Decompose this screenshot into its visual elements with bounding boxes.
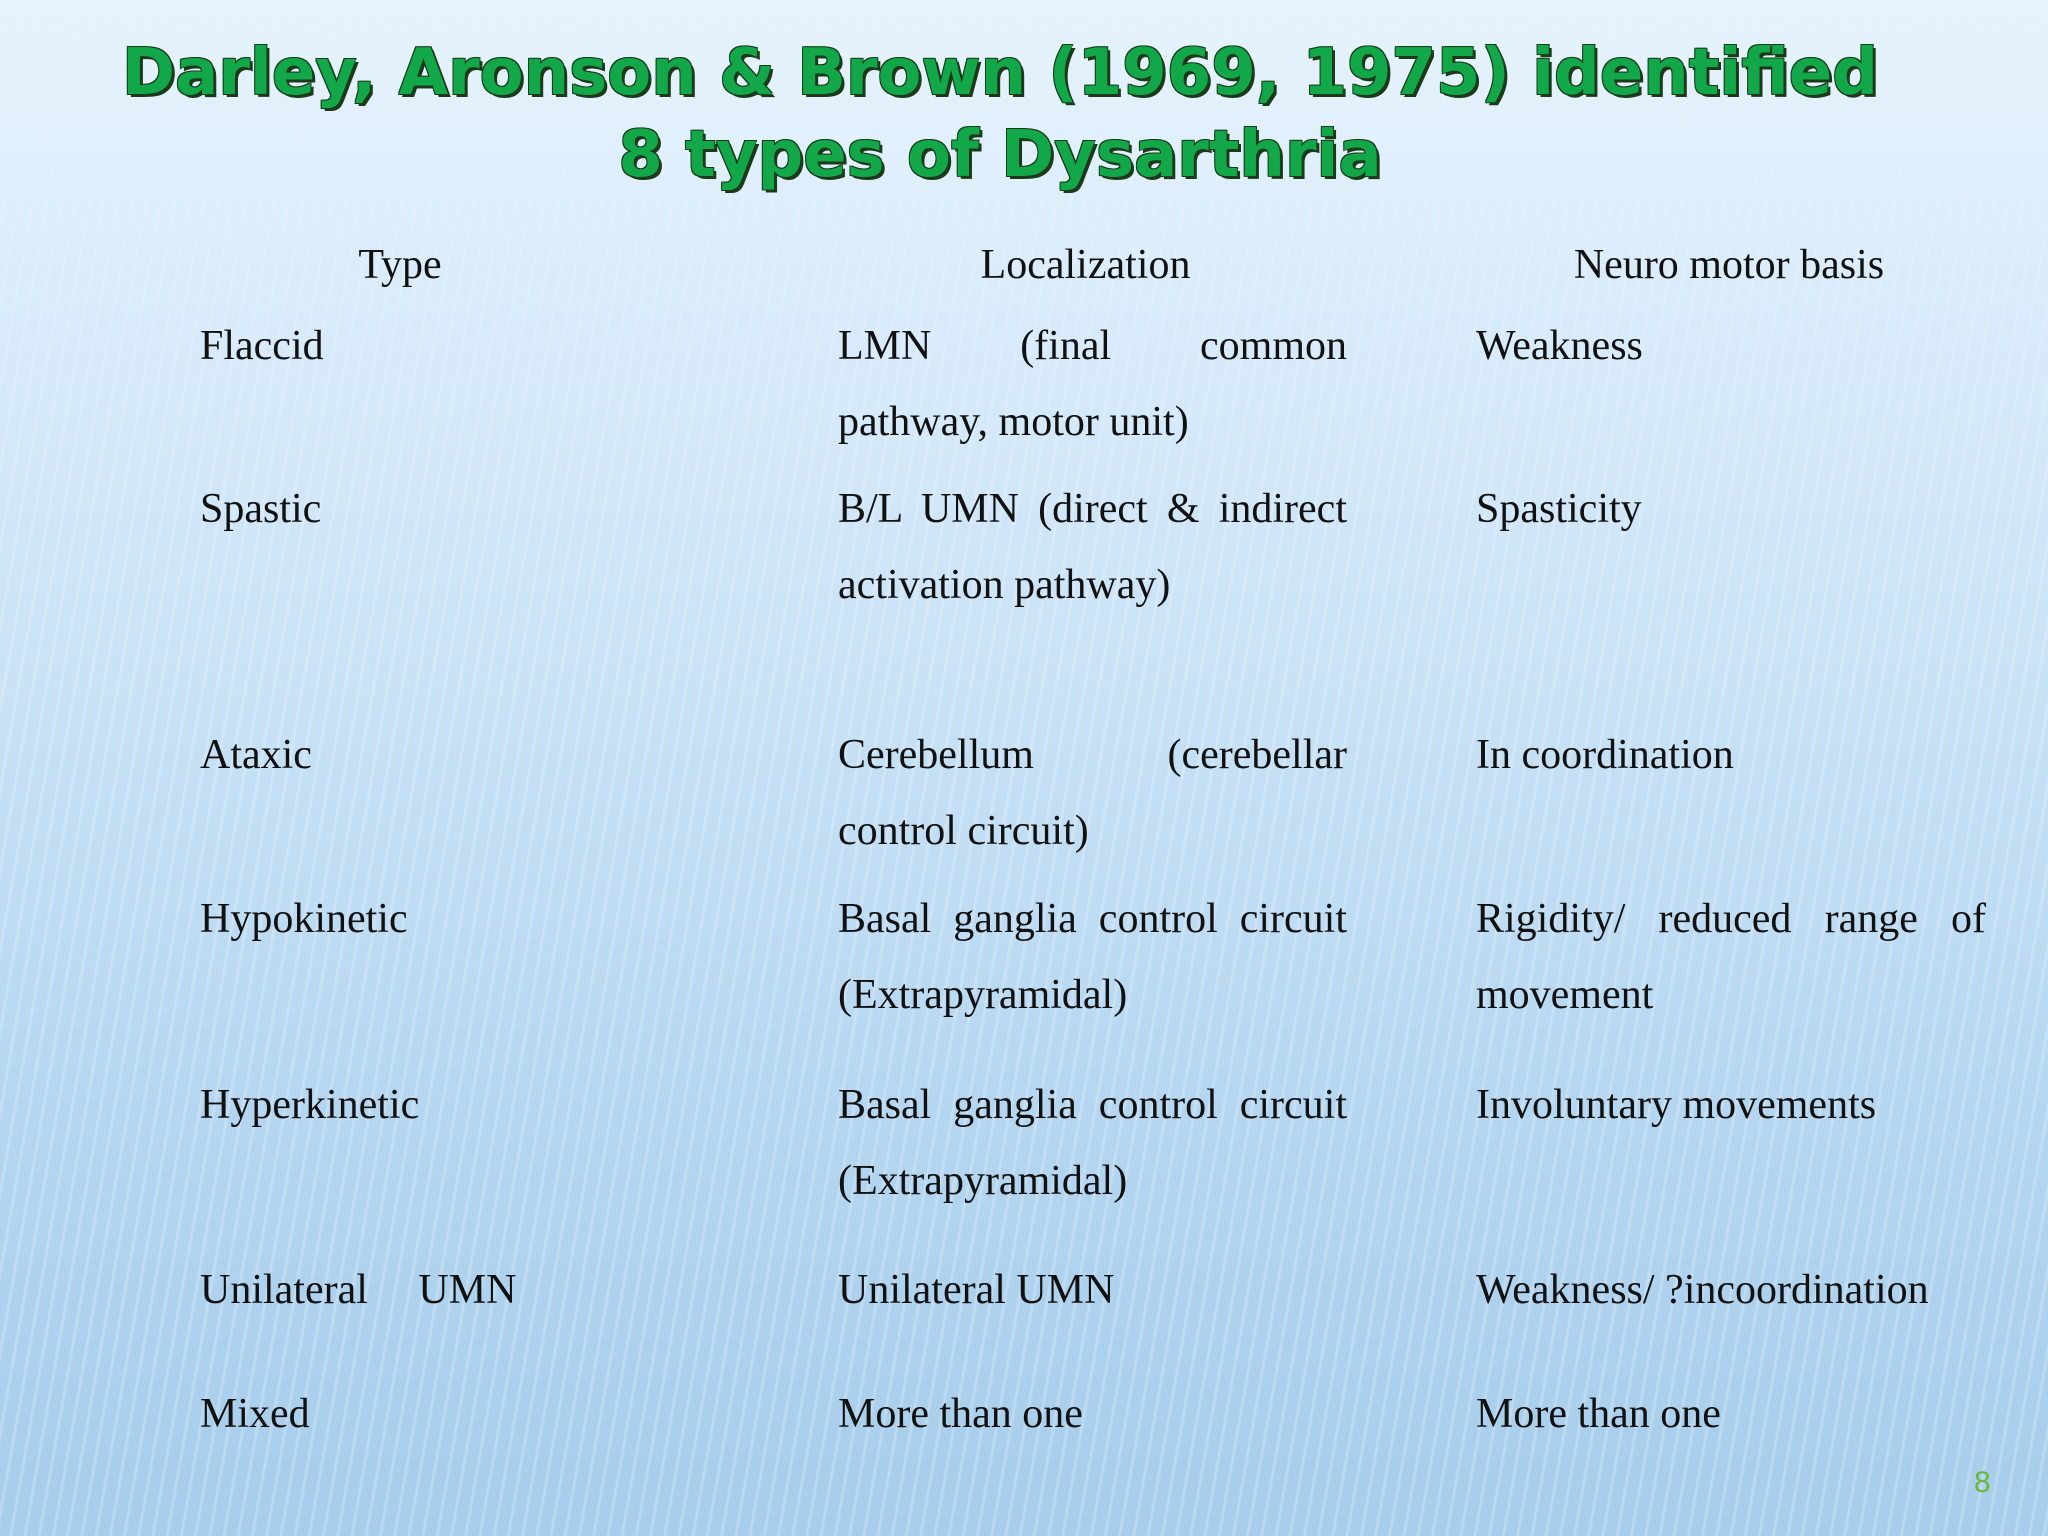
type-cell: Hyperkinetic xyxy=(200,1082,420,1128)
header-type: Type xyxy=(200,227,700,303)
basis-cell: Spasticity xyxy=(1476,486,1642,532)
page-number: 8 xyxy=(1974,1466,1991,1499)
type-cell: Mixed xyxy=(200,1391,310,1437)
localization-cell: Cerebellum (cerebellar control circuit) xyxy=(838,732,1347,854)
type-cell: Hypokinetic xyxy=(200,896,408,942)
type-cell: Spastic xyxy=(200,486,322,532)
type-cell: Flaccid xyxy=(200,323,324,369)
localization-cell: Unilateral UMN xyxy=(838,1267,1115,1313)
type-cell: Ataxic xyxy=(200,732,312,778)
basis-cell: Involuntary movements xyxy=(1476,1082,1877,1128)
basis-cell: Rigidity/ reduced range of movement xyxy=(1476,896,1986,1018)
localization-cell: Basal ganglia control circuit (Extrapyra… xyxy=(838,896,1347,1018)
localization-cell: Basal ganglia control circuit (Extrapyra… xyxy=(838,1082,1347,1204)
header-localization: Localization xyxy=(980,242,1191,288)
localization-cell: More than one xyxy=(838,1391,1083,1437)
localization-cell: B/L UMN (direct & indirect activation pa… xyxy=(838,486,1347,608)
basis-cell: Weakness/ ?incoordination xyxy=(1476,1267,1929,1313)
basis-cell: In coordination xyxy=(1476,732,1734,778)
header-neuro-motor-basis: Neuro motor basis xyxy=(1573,242,1885,288)
localization-cell: LMN (final common pathway, motor unit) xyxy=(838,323,1347,445)
basis-cell: More than one xyxy=(1476,1391,1721,1437)
type-cell: Unilateral UMN xyxy=(200,1267,517,1313)
basis-cell: Weakness xyxy=(1476,323,1643,369)
header-type-label: Type xyxy=(358,242,442,288)
slide-title: Darley, Aronson & Brown (1969, 1975) ide… xyxy=(122,36,1878,192)
